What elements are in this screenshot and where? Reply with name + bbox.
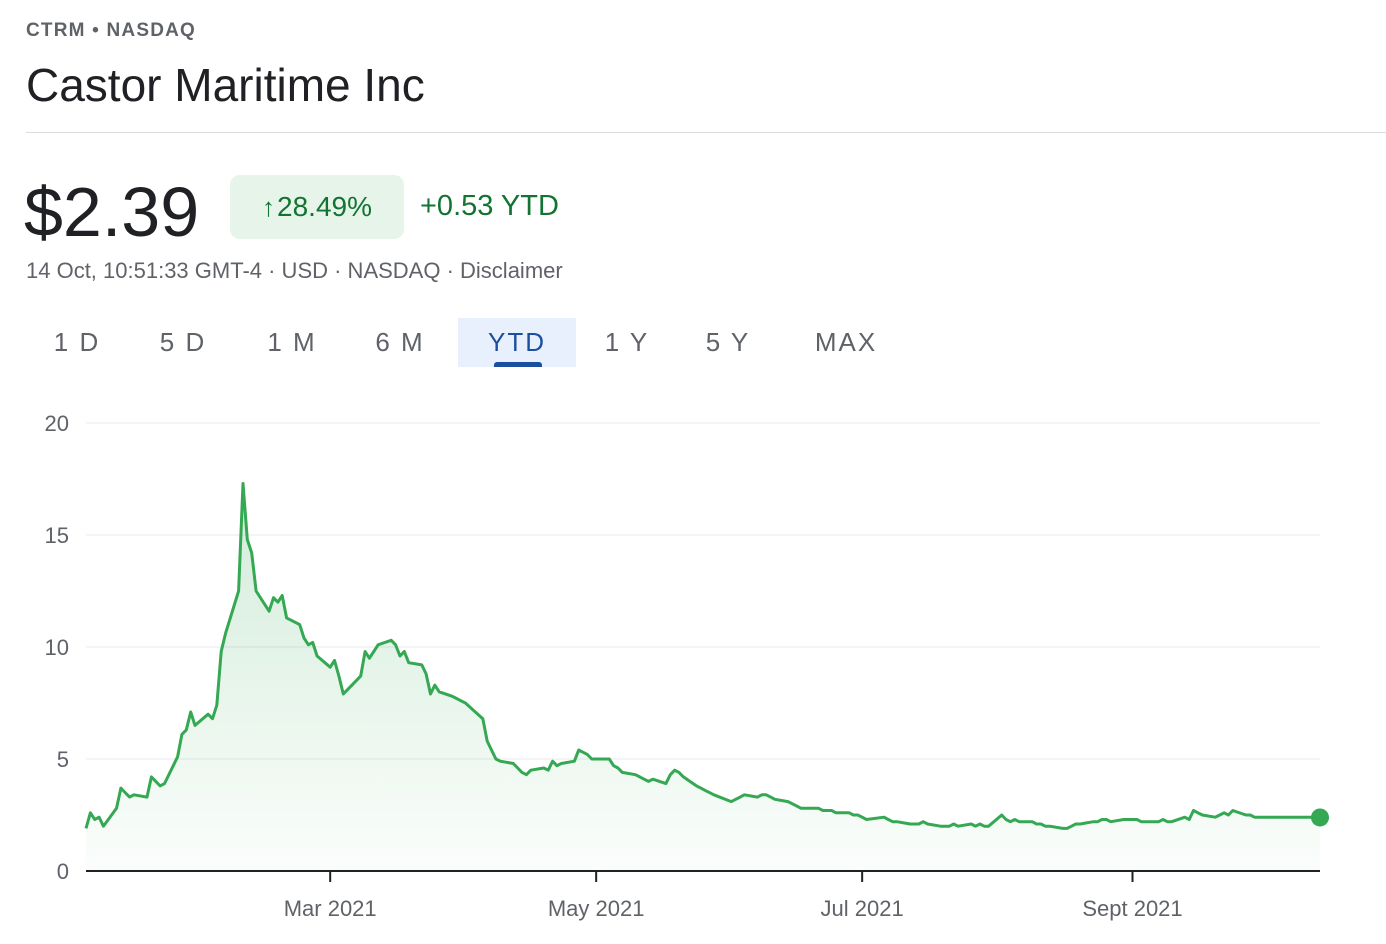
y-axis-labels: 0 5 10 15 20 [45,411,69,884]
tab-5y[interactable]: 5 Y [705,327,751,357]
price-line [84,482,1321,830]
current-price-dot [1311,808,1329,827]
price-chart[interactable]: 0 5 10 15 20 Mar 2021 May 2021 Jul 2021 Sept 20… [0,390,1386,944]
tab-5d[interactable]: 5 D [159,327,207,357]
tab-1d[interactable]: 1 D [53,327,101,357]
arrow-up-icon: ↑ [262,191,276,222]
x-axis-labels: Mar 2021 May 2021 Jul 2021 Sept 2021 [284,871,1183,921]
absolute-change: +0.53 YTD [420,190,559,222]
ticker-exchange: CTRM • NASDAQ [26,20,197,41]
y-tick-label: 15 [45,523,69,548]
y-tick-label: 20 [45,411,69,436]
percent-change-badge: ↑ 28.49% [230,175,404,239]
quote-meta: 14 Oct, 10:51:33 GMT-4 · USD · NASDAQ · … [26,258,563,284]
x-tick-label: Jul 2021 [821,896,904,921]
tab-1m[interactable]: 1 M [267,327,317,357]
y-tick-label: 5 [57,747,69,772]
y-tick-label: 0 [57,859,69,884]
tab-1y[interactable]: 1 Y [604,327,650,357]
disclaimer-link[interactable]: Disclaimer [460,258,563,283]
tab-ytd[interactable]: YTD [458,318,576,367]
percent-change-value: 28.49% [277,191,372,222]
x-tick-label: Sept 2021 [1082,896,1182,921]
header-divider [26,132,1386,133]
company-name: Castor Maritime Inc [26,59,425,111]
y-tick-label: 10 [45,635,69,660]
tab-max[interactable]: MAX [814,327,878,357]
x-tick-label: May 2021 [548,896,645,921]
price-area-fill [86,483,1320,871]
current-price: $2.39 [24,173,200,251]
active-tab-indicator [494,362,542,367]
tab-6m[interactable]: 6 M [375,327,425,357]
x-tick-label: Mar 2021 [284,896,377,921]
timestamp-currency-exchange: 14 Oct, 10:51:33 GMT-4 · USD · NASDAQ · [26,258,461,283]
